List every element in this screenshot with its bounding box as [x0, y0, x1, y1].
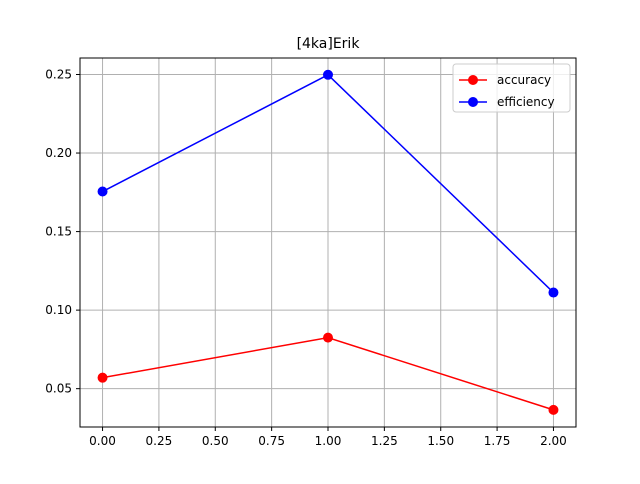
y-tick-label: 0.15: [45, 225, 72, 239]
legend: accuracy efficiency: [452, 63, 571, 113]
x-tick-label: 1.25: [371, 434, 398, 448]
x-tick-label: 0.00: [89, 434, 116, 448]
legend-accuracy-marker: [468, 75, 478, 85]
x-tick-label: 1.50: [427, 434, 454, 448]
x-tick-label: 0.75: [258, 434, 285, 448]
accuracy-data-point: [97, 372, 108, 383]
y-tick-label: 0.25: [45, 67, 72, 81]
axis-ticks: 0.00 0.25 0.50 0.75 1.00 1.25 1.50 1.75 2.00 0.05…: [45, 67, 567, 448]
accuracy-data-point: [323, 332, 333, 343]
x-tick-label: 2.00: [540, 434, 567, 448]
accuracy-data-point: [548, 404, 559, 415]
legend-efficiency-marker: [468, 97, 478, 107]
x-tick-label: 0.50: [202, 434, 229, 448]
y-tick-label: 0.05: [45, 382, 72, 396]
efficiency-data-point: [548, 287, 559, 298]
y-tick-label: 0.10: [45, 303, 72, 317]
x-tick-label: 0.25: [146, 434, 173, 448]
chart-title: [4ka]Erik: [297, 36, 361, 52]
series-group: [97, 69, 559, 415]
legend-box: [452, 63, 571, 113]
x-tick-label: 1.00: [315, 434, 342, 448]
legend-efficiency-label: efficiency: [497, 95, 555, 109]
y-tick-label: 0.20: [45, 146, 72, 160]
efficiency-data-point: [323, 69, 333, 80]
efficiency-data-point: [97, 186, 108, 197]
x-tick-label: 1.75: [484, 434, 511, 448]
legend-accuracy-label: accuracy: [497, 73, 551, 87]
